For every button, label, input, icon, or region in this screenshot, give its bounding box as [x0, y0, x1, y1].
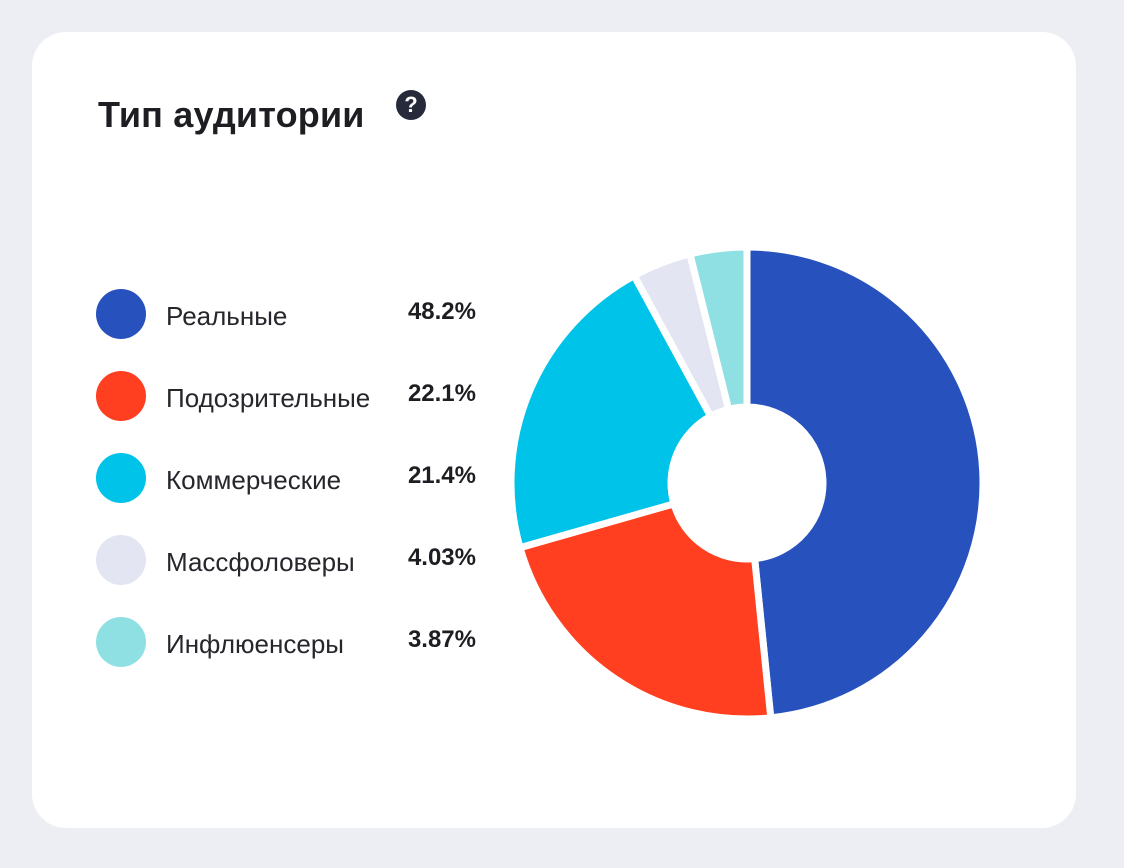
legend-label: Инфлюенсеры [166, 629, 344, 659]
slice-real[interactable] [743, 243, 987, 722]
legend-item-real: Реальные 48.2% [96, 288, 496, 340]
legend-label: Массфоловеры [166, 547, 355, 577]
legend-label: Коммерческие [166, 465, 342, 495]
audience-type-card: Тип аудитории ? Реальные 48.2% Подозрите… [32, 32, 1076, 828]
legend-label: Реальные [166, 301, 288, 331]
legend-swatch [96, 371, 146, 421]
legend-value: 21.4% [407, 462, 476, 489]
card-title: Тип аудитории [98, 94, 365, 135]
legend-label: Подозрительные [166, 383, 371, 413]
legend-item-massfollowers: Массфоловеры 4.03% [96, 534, 496, 586]
legend-value: 4.03% [407, 544, 476, 571]
legend-item-commercial: Коммерческие 21.4% [96, 452, 496, 504]
legend-value: 48.2% [407, 298, 476, 325]
legend-swatch [96, 535, 146, 585]
slice-commercial[interactable] [507, 272, 715, 552]
slice-influencers[interactable] [686, 243, 751, 413]
legend-swatch [96, 453, 146, 503]
legend-item-influencers: Инфлюенсеры 3.87% [96, 616, 496, 668]
legend-value: 3.87% [407, 626, 476, 653]
legend-swatch [96, 289, 146, 339]
legend-item-suspicious: Подозрительные 22.1% [96, 370, 496, 422]
donut-chart-svg [507, 243, 987, 723]
help-icon[interactable]: ? [396, 90, 426, 120]
slice-suspicious[interactable] [516, 500, 775, 723]
legend-swatch [96, 617, 146, 667]
legend-value: 22.1% [407, 380, 476, 407]
donut-chart [502, 238, 992, 728]
